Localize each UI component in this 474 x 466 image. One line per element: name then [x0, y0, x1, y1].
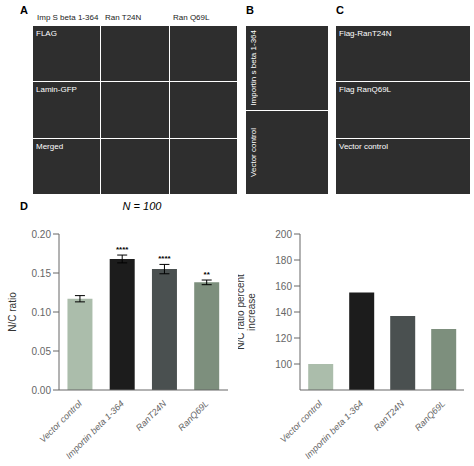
svg-text:**: **	[204, 270, 211, 279]
html-text:Flag RanQ69L: Flag RanQ69L	[339, 85, 391, 95]
svg-text:0.10: 0.10	[32, 307, 52, 318]
html-text:FLAG: FLAG	[36, 29, 57, 38]
svg-text:RanQ69L: RanQ69L	[176, 399, 210, 433]
svg-text:RanT24N: RanT24N	[372, 398, 407, 433]
svg-text:Vector control: Vector control	[278, 398, 325, 445]
html-text:Ran T24N: Ran T24N	[105, 13, 142, 22]
html-text:N = 100: N = 100	[122, 200, 162, 212]
svg-text:120: 120	[275, 333, 292, 344]
svg-text:****: ****	[116, 245, 129, 254]
svg-text:Vector control: Vector control	[38, 398, 85, 445]
svg-text:0.05: 0.05	[32, 346, 52, 357]
svg-text:100: 100	[275, 359, 292, 370]
html-text:Vector control: Vector control	[249, 127, 258, 177]
svg-text:0.00: 0.00	[32, 385, 52, 396]
svg-text:Importin beta 1-364: Importin beta 1-364	[64, 399, 126, 461]
html-text:Lamin-GFP: Lamin-GFP	[36, 85, 77, 95]
html-text:B: B	[246, 4, 254, 16]
svg-text:Importin beta 1-364: Importin beta 1-364	[303, 399, 365, 461]
svg-text:140: 140	[275, 307, 292, 318]
svg-text:0.20: 0.20	[32, 229, 52, 240]
svg-text:200: 200	[275, 229, 292, 240]
html-text:Importin s beta 1-364: Importin s beta 1-364	[249, 29, 258, 106]
svg-text:180: 180	[275, 255, 292, 266]
html-text:D: D	[20, 200, 28, 212]
svg-text:160: 160	[275, 281, 292, 292]
svg-text:RanT24N: RanT24N	[134, 398, 169, 433]
html-text:Merged: Merged	[36, 141, 64, 151]
html-text:Ran Q69L: Ran Q69L	[173, 13, 210, 22]
svg-text:N/C ratio: N/C ratio	[8, 292, 18, 332]
html-text:C: C	[336, 4, 344, 16]
svg-text:N/C ratio percentincrease: N/C ratio percentincrease	[238, 274, 257, 350]
html-text:Flag-RanT24N: Flag-RanT24N	[339, 29, 392, 38]
svg-text:RanQ69L: RanQ69L	[413, 399, 447, 433]
svg-text:****: ****	[158, 254, 171, 263]
html-text:Vector control: Vector control	[339, 141, 388, 151]
html-text:A: A	[20, 4, 28, 16]
html-text:Imp S beta 1-364: Imp S beta 1-364	[37, 13, 99, 22]
svg-text:0.15: 0.15	[32, 268, 52, 279]
